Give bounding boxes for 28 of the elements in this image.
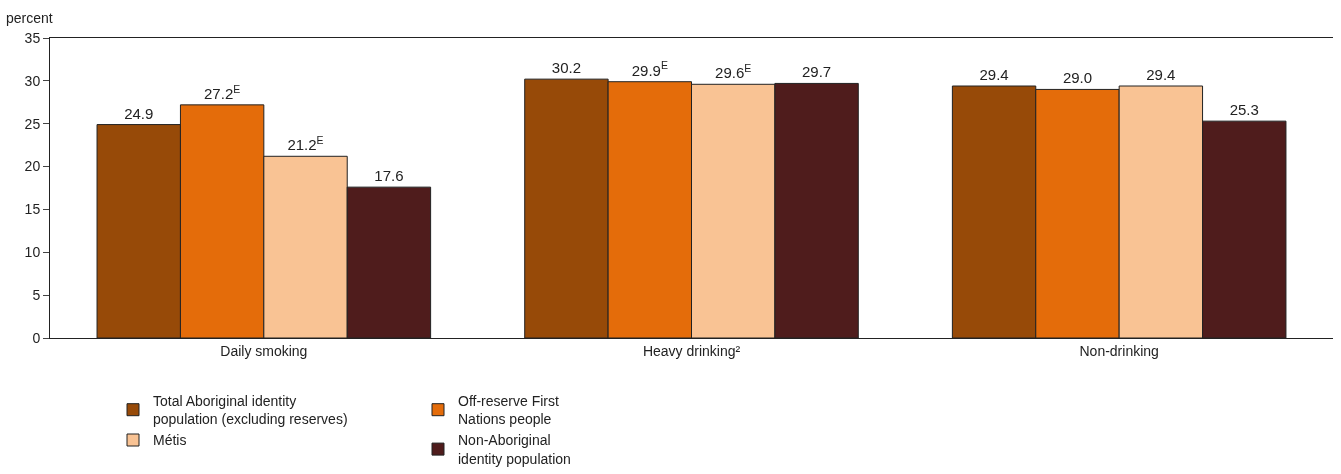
y-tick-label: 10 [24,244,41,261]
data-label: 29.9$^{E}$ [631,59,668,79]
legend-label: Off-reserve First Nations people [458,393,559,428]
legend-label: Métis [153,432,187,449]
y-tick-label: 30 [24,72,41,89]
y-axis-title: percent [6,10,53,26]
x-tick-label: Daily smoking [220,342,308,359]
y-tick-label: 35 [24,29,41,46]
y-tick-label: 20 [24,158,41,175]
y-tick-label: 15 [24,201,41,218]
legend-label: Non-Aboriginal identity population [458,432,571,467]
data-label: 21.2$^{E}$ [287,133,324,154]
data-label: 27.2$^{E}$ [204,82,241,102]
data-label: 30.2 [551,59,582,77]
y-tick-label: 0 [32,329,41,346]
data-label: 29.7 [801,63,832,81]
x-tick-label: Non-drinking [1079,342,1159,359]
x-tick-label: Heavy drinking² [642,342,741,359]
data-label: 29.4 [1146,66,1176,83]
data-label: 29.0 [1062,69,1093,87]
data-label: 29.4 [979,66,1009,83]
y-tick-label: 25 [24,115,41,132]
y-tick-label: 5 [32,287,41,304]
data-label: 29.6$^{E}$ [715,61,752,82]
data-label: 17.6 [374,167,404,185]
data-label: 25.3 [1229,101,1259,119]
legend-label: Total Aboriginal identity population (excluding reserves) [153,393,348,428]
data-label: 24.9 [124,104,154,122]
